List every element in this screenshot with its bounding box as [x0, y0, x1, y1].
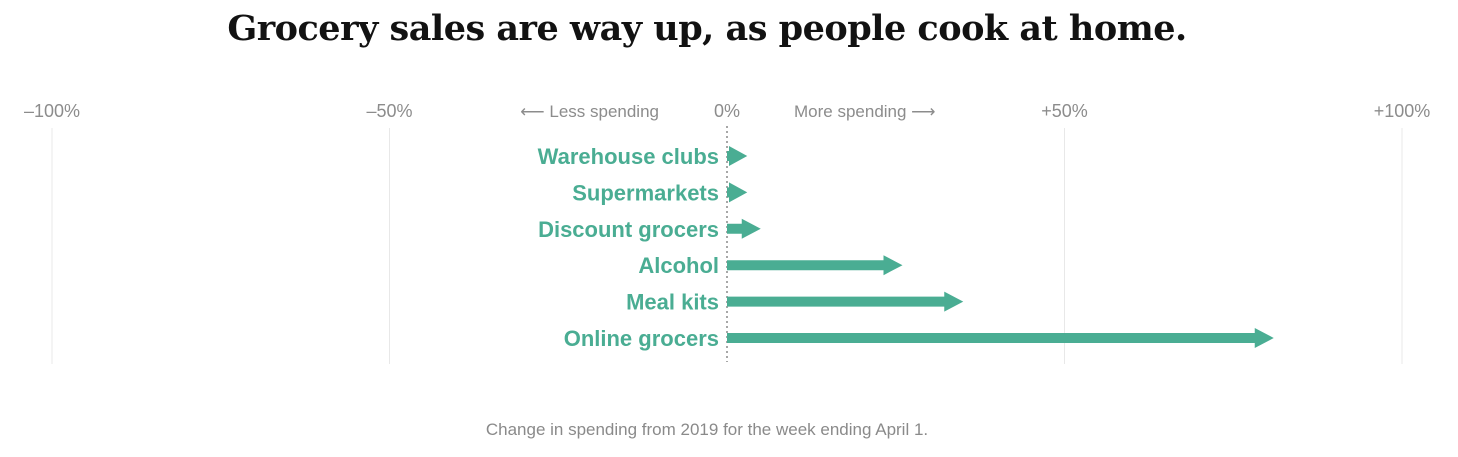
- tick-label: –50%: [366, 101, 412, 121]
- category-label: Discount grocers: [538, 217, 719, 242]
- category-label: Online grocers: [564, 326, 719, 351]
- category-label: Meal kits: [626, 290, 719, 315]
- chart-caption: Change in spending from 2019 for the wee…: [485, 420, 929, 439]
- bar-arrow-meal-kits: [727, 291, 964, 312]
- more-spending-label: More spending ⟶: [794, 102, 936, 121]
- bar-arrow-discount-grocers: [727, 218, 761, 239]
- category-label: Warehouse clubs: [538, 144, 719, 169]
- category-label: Alcohol: [638, 253, 719, 278]
- tick-label: –100%: [24, 101, 80, 121]
- chart-title: Grocery sales are way up, as people cook…: [227, 8, 1187, 49]
- tick-label: +50%: [1041, 101, 1088, 121]
- category-label: Supermarkets: [572, 180, 719, 205]
- grocery-spending-chart: –100% –50% 0% +50% +100% ⟵ Less spending More …: [24, 101, 1431, 364]
- bar-arrow-online-grocers: [727, 328, 1274, 348]
- bar-arrow-alcohol: [727, 255, 903, 276]
- tick-label: 0%: [714, 101, 740, 121]
- less-spending-label: ⟵ Less spending: [520, 102, 659, 121]
- bar-arrow-supermarkets: [727, 182, 748, 203]
- tick-label: +100%: [1374, 101, 1431, 121]
- bar-arrow-warehouse-clubs: [727, 146, 748, 166]
